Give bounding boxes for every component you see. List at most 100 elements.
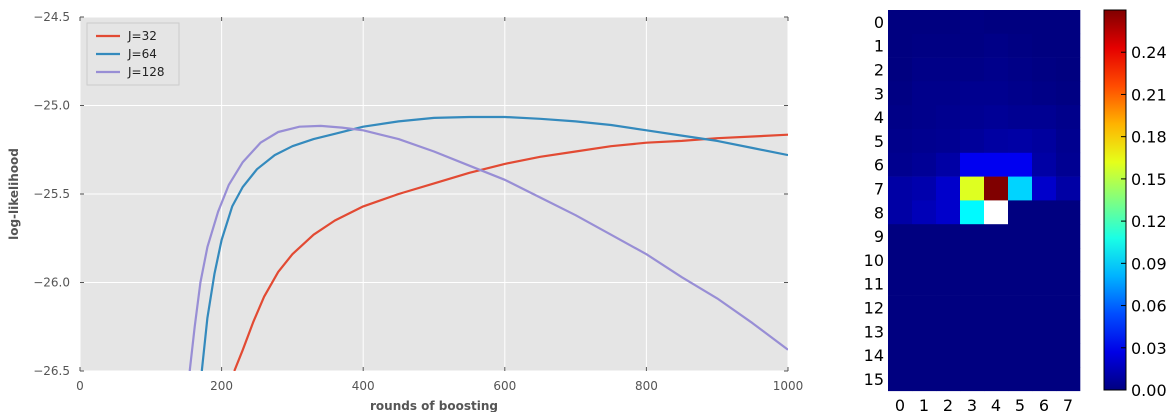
heatmap-cell bbox=[984, 295, 1009, 320]
heatmap-cell bbox=[1056, 248, 1081, 273]
heatmap-cell bbox=[888, 319, 913, 344]
colorbar-tick-label: 0.00 bbox=[1131, 381, 1167, 400]
heatmap-cell bbox=[936, 248, 961, 273]
heatmap-cell bbox=[984, 81, 1009, 106]
heatmap-cell bbox=[1056, 319, 1081, 344]
heatmap-col-label: 4 bbox=[991, 396, 1001, 412]
series-line-j128 bbox=[188, 124, 788, 371]
heatmap-cell bbox=[984, 33, 1009, 58]
x-tick-label: 600 bbox=[493, 379, 516, 393]
y-tick-label: −26.5 bbox=[33, 364, 70, 378]
heatmap-cell bbox=[1056, 295, 1081, 320]
heatmap-row-label: 6 bbox=[874, 156, 884, 175]
heatmap-cell bbox=[1032, 271, 1057, 296]
heatmap-row-label: 8 bbox=[874, 203, 884, 222]
colorbar-gradient bbox=[1103, 9, 1127, 391]
heatmap-cell bbox=[912, 33, 937, 58]
heatmap-cell bbox=[960, 248, 985, 273]
heatmap-cell bbox=[1032, 367, 1057, 392]
heatmap-cell bbox=[1056, 33, 1081, 58]
heatmap-cell bbox=[984, 57, 1009, 82]
heatmap-cell bbox=[984, 343, 1009, 368]
heatmap-cell bbox=[1008, 295, 1033, 320]
grid bbox=[79, 16, 789, 372]
heatmap-cells bbox=[888, 10, 1081, 392]
legend-label-j32: J=32 bbox=[127, 29, 157, 43]
colorbar-tick-label: 0.21 bbox=[1131, 85, 1167, 104]
heatmap-cell bbox=[888, 33, 913, 58]
heatmap-cell bbox=[960, 10, 985, 35]
heatmap-cell bbox=[1056, 105, 1081, 130]
heatmap-row-label: 4 bbox=[874, 108, 884, 127]
colorbar-tick-label: 0.15 bbox=[1131, 170, 1167, 189]
heatmap-cell bbox=[936, 271, 961, 296]
heatmap-cell bbox=[1008, 343, 1033, 368]
heatmap-cell bbox=[984, 129, 1009, 154]
x-tick-label: 800 bbox=[635, 379, 658, 393]
legend-label-j64: J=64 bbox=[127, 47, 157, 61]
heatmap-cell bbox=[984, 105, 1009, 130]
y-tick-label: −25.5 bbox=[33, 187, 70, 201]
series-line-j32 bbox=[233, 133, 788, 371]
x-axis-label: rounds of boosting bbox=[370, 399, 498, 412]
colorbar-tick-label: 0.24 bbox=[1131, 43, 1167, 62]
y-axis-label: log-likelihood bbox=[7, 148, 21, 240]
x-tick-label: 1000 bbox=[773, 379, 804, 393]
y-tick-label: −25.0 bbox=[33, 99, 70, 113]
heatmap-cell bbox=[1056, 343, 1081, 368]
heatmap-cell bbox=[1032, 129, 1057, 154]
heatmap-row-label: 10 bbox=[864, 251, 884, 270]
heatmap-col-label: 1 bbox=[919, 396, 929, 412]
heatmap-cell bbox=[1008, 367, 1033, 392]
heatmap-cell bbox=[912, 200, 937, 225]
heatmap-cell bbox=[984, 224, 1009, 249]
heatmap-cell bbox=[960, 271, 985, 296]
colorbar-tick-label: 0.18 bbox=[1131, 128, 1167, 147]
heatmap-cell bbox=[960, 129, 985, 154]
heatmap-row-label: 11 bbox=[864, 275, 884, 294]
heatmap-row-label: 1 bbox=[874, 37, 884, 56]
heatmap-cell bbox=[960, 367, 985, 392]
x-tick-label: 0 bbox=[76, 379, 84, 393]
heatmap-cell bbox=[1008, 248, 1033, 273]
y-tick-label: −24.5 bbox=[33, 10, 70, 24]
heatmap-cell bbox=[912, 319, 937, 344]
heatmap-cell bbox=[888, 176, 913, 201]
heatmap-cell bbox=[960, 33, 985, 58]
y-tick-label: −26.0 bbox=[33, 276, 70, 290]
heatmap-cell bbox=[1008, 176, 1033, 201]
heatmap-col-label: 5 bbox=[1015, 396, 1025, 412]
heatmap-cell bbox=[984, 248, 1009, 273]
heatmap-cell bbox=[912, 57, 937, 82]
heatmap-cell bbox=[984, 176, 1009, 201]
heatmap-cell bbox=[1032, 200, 1057, 225]
heatmap-cell bbox=[888, 200, 913, 225]
heatmap-cell bbox=[912, 224, 937, 249]
heatmap-cell bbox=[888, 129, 913, 154]
heatmap-cell bbox=[936, 152, 961, 177]
heatmap-col-label: 6 bbox=[1039, 396, 1049, 412]
heatmap-cell bbox=[936, 319, 961, 344]
heatmap-cell bbox=[1056, 224, 1081, 249]
heatmap-cell bbox=[1056, 152, 1081, 177]
heatmap-cell bbox=[936, 176, 961, 201]
heatmap-cell bbox=[1032, 176, 1057, 201]
heatmap-cell bbox=[888, 367, 913, 392]
heatmap-cell bbox=[1008, 129, 1033, 154]
heatmap-cell bbox=[960, 224, 985, 249]
heatmap-cell bbox=[1032, 248, 1057, 273]
heatmap-cell bbox=[888, 57, 913, 82]
heatmap-cell bbox=[912, 295, 937, 320]
colorbar-tick-label: 0.03 bbox=[1131, 339, 1167, 358]
heatmap-cell bbox=[888, 152, 913, 177]
heatmap-cell bbox=[1032, 224, 1057, 249]
heatmap-cell bbox=[1008, 224, 1033, 249]
heatmap-col-label: 3 bbox=[967, 396, 977, 412]
heatmap-cell bbox=[1056, 81, 1081, 106]
heatmap-row-label: 7 bbox=[874, 180, 884, 199]
heatmap-cell bbox=[912, 129, 937, 154]
heatmap-row-label: 3 bbox=[874, 84, 884, 103]
heatmap-cell bbox=[1056, 200, 1081, 225]
heatmap-cell bbox=[912, 10, 937, 35]
